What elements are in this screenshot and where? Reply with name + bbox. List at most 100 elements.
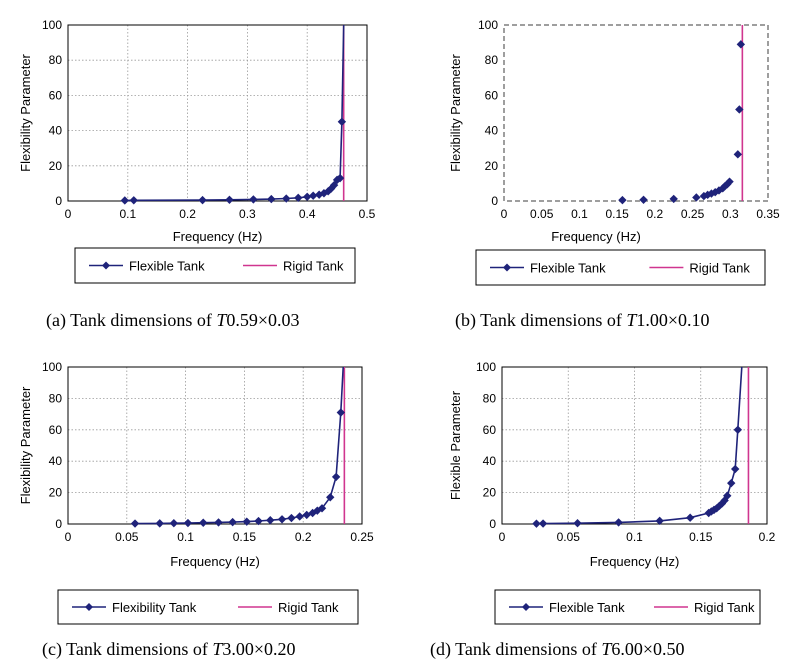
data-point bbox=[532, 519, 541, 528]
data-point bbox=[718, 184, 727, 193]
data-point bbox=[717, 499, 727, 508]
y-tick-label: 40 bbox=[485, 124, 499, 138]
caption: (d) Tank dimensions of T6.00×0.50 bbox=[430, 639, 685, 660]
data-point bbox=[294, 193, 303, 203]
data-point bbox=[199, 518, 208, 527]
legend-marker-flexible bbox=[85, 603, 93, 611]
series-line-flexible bbox=[134, 366, 344, 525]
x-tick-label: 0.5 bbox=[359, 207, 376, 221]
data-point bbox=[225, 195, 234, 204]
legend-box bbox=[57, 589, 359, 625]
y-tick-label: 0 bbox=[489, 517, 496, 531]
y-tick-label: 0 bbox=[55, 517, 62, 531]
y-tick-label: 20 bbox=[49, 159, 63, 173]
x-tick-label: 0.1 bbox=[119, 207, 136, 221]
legend-marker-flexible bbox=[102, 261, 110, 270]
x-tick-label: 0.1 bbox=[177, 530, 194, 544]
data-point bbox=[242, 517, 251, 526]
chart-panel-b: 0 20 40 60 80 100 0 0.05 0.1 0.15 0.2 0.25 0.3 0.35 Fr… bbox=[448, 18, 780, 331]
y-tick-label: 80 bbox=[49, 53, 63, 67]
x-tick-label: 0.35 bbox=[756, 207, 780, 221]
data-point bbox=[723, 491, 732, 500]
data-point bbox=[725, 177, 734, 186]
data-point bbox=[336, 408, 346, 417]
data-point bbox=[618, 195, 627, 205]
x-tick-label: 0.3 bbox=[722, 207, 739, 221]
data-point bbox=[130, 519, 140, 528]
x-tick-label: 0.05 bbox=[530, 207, 554, 221]
x-tick-label: 0.2 bbox=[759, 530, 776, 544]
chart-panel-a: 0 20 40 60 80 100 0 0.1 0.2 0.3 0.4 0.5 Frequency (H… bbox=[18, 18, 376, 331]
legend-box bbox=[475, 249, 766, 286]
data-point bbox=[214, 518, 223, 527]
chart-panel-c: 0 20 40 60 80 100 0 0.05 0.1 0.15 0.2 0.25 Frequency… bbox=[18, 360, 374, 660]
y-tick-label: 40 bbox=[49, 454, 63, 468]
data-point bbox=[155, 519, 164, 528]
x-tick-label: 0 bbox=[65, 530, 72, 544]
y-axis-label: Flexibility Parameter bbox=[18, 53, 33, 171]
legend-label-rigid: Rigid Tank bbox=[283, 259, 344, 274]
data-point bbox=[703, 190, 712, 200]
x-tick-label: 0.25 bbox=[681, 207, 705, 221]
data-point bbox=[715, 501, 724, 511]
y-axis-label: Flexible Parameter bbox=[448, 390, 463, 500]
x-tick-label: 0.05 bbox=[557, 530, 581, 544]
y-tick-label: 40 bbox=[49, 124, 63, 138]
data-point bbox=[277, 515, 287, 524]
legend-label-flexible: Flexible Tank bbox=[129, 259, 205, 274]
legend-label-flexible: Flexibility Tank bbox=[112, 600, 197, 615]
data-point bbox=[120, 196, 130, 205]
legend-label-flexible: Flexible Tank bbox=[549, 600, 625, 615]
chart-panel-d: 0 20 40 60 80 100 0 0.05 0.1 0.15 0.2 Frequency (Hz… bbox=[430, 360, 776, 660]
legend-marker-flexible bbox=[503, 263, 511, 272]
data-point bbox=[685, 513, 695, 522]
x-tick-label: 0.1 bbox=[571, 207, 588, 221]
data-point bbox=[669, 194, 678, 204]
y-tick-label: 20 bbox=[49, 486, 63, 500]
data-point bbox=[329, 180, 339, 190]
x-tick-label: 0.1 bbox=[626, 530, 643, 544]
data-point bbox=[573, 519, 582, 528]
data-point bbox=[704, 508, 713, 518]
x-axis-label: Frequency (Hz) bbox=[173, 229, 263, 244]
data-point bbox=[733, 425, 743, 434]
legend-label-rigid: Rigid Tank bbox=[694, 600, 755, 615]
data-point bbox=[282, 194, 291, 203]
data-point bbox=[707, 507, 716, 516]
data-point bbox=[266, 516, 275, 525]
x-tick-label: 0.15 bbox=[605, 207, 629, 221]
y-tick-label: 100 bbox=[42, 360, 62, 374]
y-axis-label: Flexibility Parameter bbox=[18, 386, 33, 504]
x-tick-label: 0.2 bbox=[647, 207, 664, 221]
x-tick-label: 0.2 bbox=[179, 207, 196, 221]
caption: (c) Tank dimensions of T3.00×0.20 bbox=[42, 639, 296, 660]
y-tick-label: 60 bbox=[49, 423, 63, 437]
data-point bbox=[287, 513, 296, 523]
data-point bbox=[655, 516, 664, 526]
data-point bbox=[326, 493, 335, 502]
y-tick-label: 60 bbox=[485, 88, 499, 102]
data-point bbox=[335, 173, 345, 183]
caption: (a) Tank dimensions of T0.59×0.03 bbox=[46, 310, 300, 331]
data-point bbox=[295, 512, 304, 521]
x-tick-label: 0.3 bbox=[239, 207, 256, 221]
y-tick-label: 80 bbox=[483, 391, 497, 405]
data-point bbox=[639, 195, 648, 204]
plot-frame bbox=[67, 366, 363, 525]
x-tick-label: 0 bbox=[65, 207, 72, 221]
y-tick-label: 100 bbox=[476, 360, 496, 374]
data-point bbox=[731, 464, 740, 474]
plot-frame bbox=[67, 24, 368, 202]
x-tick-label: 0.2 bbox=[295, 530, 312, 544]
data-point bbox=[129, 196, 138, 205]
y-tick-label: 20 bbox=[483, 486, 497, 500]
y-tick-label: 0 bbox=[491, 194, 498, 208]
y-tick-label: 0 bbox=[55, 194, 62, 208]
y-tick-label: 60 bbox=[483, 423, 497, 437]
y-axis-label: Flexibility Parameter bbox=[448, 53, 463, 171]
y-tick-label: 100 bbox=[478, 18, 498, 32]
legend-label-rigid: Rigid Tank bbox=[689, 261, 750, 276]
data-point bbox=[733, 150, 743, 159]
data-point bbox=[198, 195, 207, 205]
